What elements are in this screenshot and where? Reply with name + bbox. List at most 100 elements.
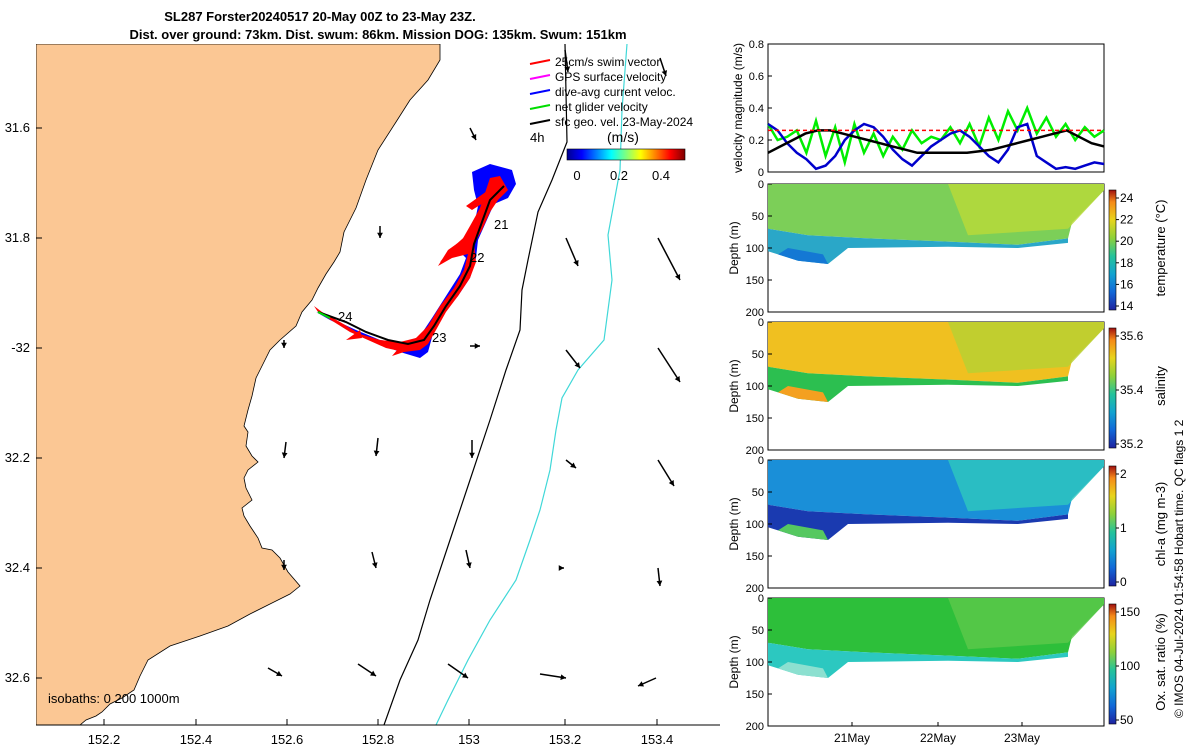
- colorbar-tick-label: 0.4: [652, 168, 670, 183]
- colorbar-label: temperature (°C): [1153, 200, 1168, 297]
- heatmap-layer-patch: [948, 322, 1104, 374]
- depth-tick-label: 100: [746, 519, 764, 531]
- geostrophic-arrowhead: [377, 232, 383, 238]
- heatmap-layer-patch: [948, 460, 1104, 512]
- depth-tick-label: 50: [752, 349, 764, 361]
- geostrophic-arrowhead: [474, 343, 480, 349]
- isobath-1000m: [435, 44, 628, 725]
- velocity-series-line: [767, 122, 1105, 171]
- track-label-22: 22: [470, 250, 484, 265]
- lat-tick-label: 32.4: [5, 560, 30, 575]
- heatmap-layer-patch: [948, 598, 1104, 650]
- velocity-ytick-label: 0.4: [749, 103, 764, 115]
- heatmap-colorbar: [1108, 465, 1117, 587]
- depth-tick-label: 150: [746, 689, 764, 701]
- heatmap-layer-deep: [778, 386, 828, 402]
- colorbar-tick-label: 0: [1120, 575, 1127, 589]
- lon-tick-label: 152.2: [88, 732, 121, 747]
- depth-axis-label: Depth (m): [727, 635, 741, 688]
- land-mass: [36, 44, 441, 725]
- geostrophic-arrowhead: [656, 580, 663, 586]
- speed-colorbar: [566, 148, 686, 161]
- colorbar-tick-label: 35.4: [1120, 383, 1144, 397]
- title-line-1: SL287 Forster20240517 20-May 00Z to 23-M…: [164, 9, 476, 24]
- depth-tick-label: 150: [746, 275, 764, 287]
- geostrophic-arrowhead: [281, 342, 287, 348]
- geostrophic-arrowhead: [558, 565, 564, 571]
- heatmap-colorbar: [1108, 189, 1117, 311]
- track-label-23: 23: [432, 330, 446, 345]
- colorbar-tick-label: 0.2: [610, 168, 628, 183]
- heatmap-layer-deep: [778, 248, 828, 264]
- colorbar-tick-label: 100: [1120, 659, 1140, 673]
- colorbar-label: salinity: [1153, 366, 1168, 406]
- velocity-magnitude-panel: 0 0.2 0.4 0.6 0.8 velocity magnitude (m/s): [731, 39, 1105, 179]
- geostrophic-arrowhead: [674, 376, 680, 382]
- depth-tick-label: 200: [746, 445, 764, 457]
- legend-swatch: [529, 119, 551, 125]
- colorbar-tick-label: 22: [1120, 213, 1134, 227]
- geostrophic-arrowhead: [564, 66, 571, 72]
- velocity-ylabel: velocity magnitude (m/s): [731, 43, 745, 173]
- depth-axis-label: Depth (m): [727, 497, 741, 550]
- geostrophic-arrowhead: [281, 452, 288, 458]
- heatmap-panel-1: 0 50 100 150 200 Depth (m) 14 16 18 20 22 24 tempera…: [727, 179, 1168, 319]
- depth-axis-label: Depth (m): [727, 359, 741, 412]
- speed-colorbar-ticks: 0 0.2 0.4: [573, 168, 670, 183]
- geostrophic-arrowhead: [373, 450, 380, 456]
- isobath-legend: isobaths: 0 200 1000m: [48, 691, 180, 706]
- depth-tick-label: 50: [752, 211, 764, 223]
- geostrophic-arrowhead: [370, 670, 376, 676]
- geostrophic-velocity-arrows: [267, 49, 681, 687]
- depth-tick-label: 200: [746, 583, 764, 595]
- velocity-series-line: [766, 104, 1105, 168]
- glider-track-map: 21 22 23 24 152.2 152.4 152.6 152.8 153 153.2…: [5, 44, 720, 747]
- geostrophic-arrowhead: [638, 681, 644, 687]
- geostrophic-arrowhead: [661, 70, 668, 76]
- depth-tick-label: 100: [746, 381, 764, 393]
- title-line-2: Dist. over ground: 73km. Dist. swum: 86k…: [129, 27, 627, 42]
- heatmap-layer-lower: [768, 366, 1068, 402]
- track-label-21: 21: [494, 217, 508, 232]
- imos-stamp: © IMOS 04-Jul-2024 01:54:58 Hobart time.…: [1172, 419, 1186, 718]
- heatmap-layer-patch: [948, 184, 1104, 236]
- depth-tick-label: 0: [758, 455, 764, 467]
- lon-tick-label: 153.2: [549, 732, 582, 747]
- map-lat-ticks: 31.6 31.8 -32 32.2 32.4 32.6: [5, 120, 42, 685]
- depth-tick-label: 0: [758, 317, 764, 329]
- velocity-ytick-label: 0.2: [749, 135, 764, 147]
- legend-label: net glider velocity: [555, 100, 648, 114]
- heatmap-panel-3: 0 50 100 150 200 Depth (m) 0 1 2 chl-a (mg m-3): [727, 455, 1168, 595]
- geostrophic-arrowhead: [276, 670, 282, 676]
- velocity-ytick-label: 0.6: [749, 71, 764, 83]
- colorbar-tick-label: 35.6: [1120, 329, 1144, 343]
- geostrophic-arrow: [657, 347, 681, 383]
- geostrophic-arrowhead: [570, 462, 576, 468]
- geostrophic-arrowhead: [281, 564, 287, 570]
- isobath-200m: [383, 44, 568, 725]
- legend-swatch: [529, 89, 551, 95]
- lon-tick-label: 152.4: [180, 732, 213, 747]
- time-tick-label: 21May: [834, 731, 870, 745]
- heatmap-layer-deep: [778, 662, 828, 678]
- depth-tick-label: 50: [752, 487, 764, 499]
- depth-tick-label: 100: [746, 657, 764, 669]
- map-lon-ticks: 152.2 152.4 152.6 152.8 153 153.2 153.4: [88, 719, 674, 747]
- track-label-24: 24: [338, 309, 352, 324]
- geostrophic-arrowhead: [573, 260, 579, 266]
- geostrophic-arrowhead: [560, 674, 566, 681]
- colorbar-tick-label: 24: [1120, 191, 1134, 205]
- geostrophic-arrowhead: [462, 672, 468, 678]
- depth-tick-label: 200: [746, 307, 764, 319]
- lat-tick-label: 32.2: [5, 450, 30, 465]
- geostrophic-arrowhead: [668, 480, 674, 486]
- depth-tick-label: 150: [746, 413, 764, 425]
- velocity-ytick-label: 0.8: [749, 39, 764, 51]
- colorbar-prefix: 4h: [530, 130, 544, 145]
- depth-tick-label: 0: [758, 179, 764, 191]
- lon-tick-label: 153.4: [641, 732, 674, 747]
- heatmap-layer-lower: [768, 228, 1068, 264]
- depth-tick-label: 0: [758, 593, 764, 605]
- heatmap-colorbar: [1108, 603, 1117, 725]
